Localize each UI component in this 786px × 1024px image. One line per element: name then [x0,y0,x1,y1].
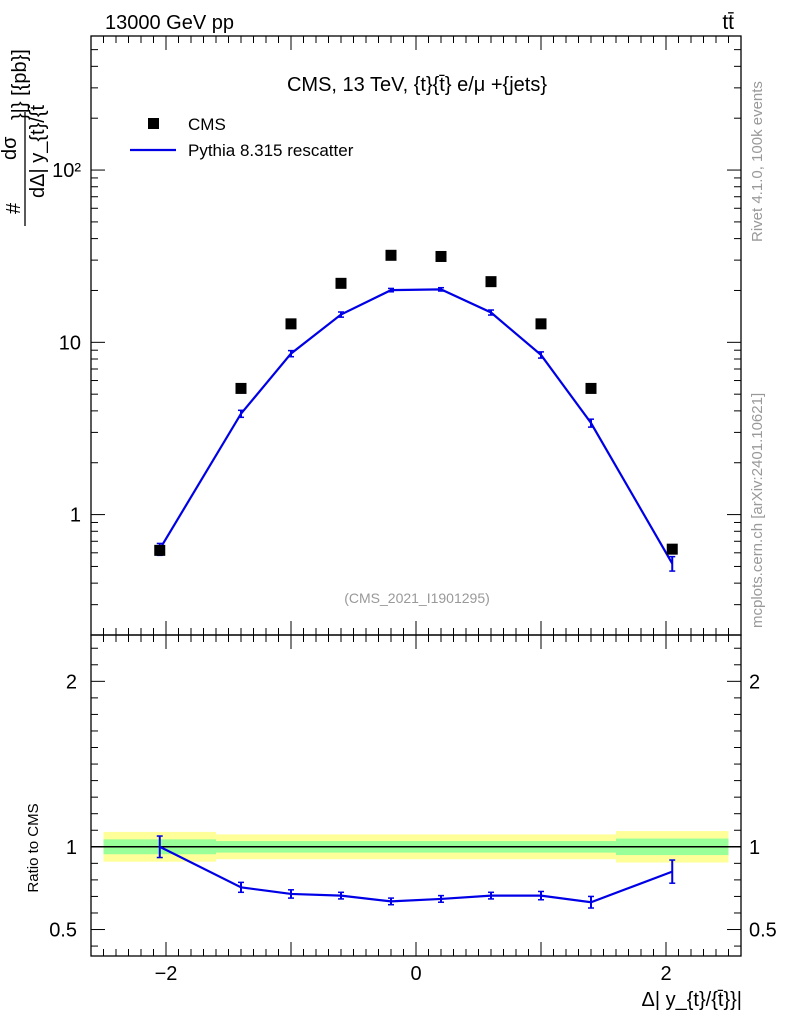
ratio-y-tick-label: 0.5 [49,920,77,942]
ratio-y-tick-label-right: 2 [749,671,760,693]
y-tick-label: 1 [70,505,81,527]
ratio-mc-line [159,845,673,904]
data-point [435,250,447,262]
ratio-y-tick-label-right: 1 [749,837,760,859]
main-title: CMS, 13 TeV, {t}{t̄} e/μ +{jets} [287,74,547,96]
x-tick-label: 2 [660,963,671,985]
header-left: 13000 GeV pp [105,12,234,34]
ratio-panel: 0.5 0.5 1 1 2 2 −2 0 2 [49,634,777,985]
data-point [154,544,166,556]
data-point [535,318,547,330]
data-point [335,277,347,289]
data-point [285,318,297,330]
ylabel-denominator: dΔ| y_{t}/{t̄ [27,104,49,198]
ratio-ylabel: Ratio to CMS [25,803,42,892]
watermark: (CMS_2021_I1901295) [344,590,490,606]
legend-label-data: CMS [188,115,226,134]
x-tick-label: −2 [155,963,178,985]
ylabel-numerator: dσ [0,136,21,160]
y-tick-label: 10 [59,332,81,354]
ratio-frame [90,634,742,957]
legend-marker-data [148,118,159,129]
data-point [235,382,247,394]
data-point [666,543,678,555]
ylabel-extra: }|} [{pb}] [9,49,31,120]
data-point [585,382,597,394]
ratio-y-tick-label: 1 [66,837,77,859]
ylabel-hash: # [3,202,25,214]
ratio-y-tick-label-right: 0.5 [749,920,777,942]
ratio-xlabel: Δ| y_{t}/{t̄}}| [642,989,743,1011]
y-tick-label: 10² [52,160,81,182]
data-point [485,276,497,288]
header-right: tt̄ [722,11,734,34]
mc-line [158,288,674,565]
x-tick-label: 0 [410,963,421,985]
ratio-y-tick-label: 2 [66,671,77,693]
side-rivet: Rivet 4.1.0, 100k events [749,81,766,242]
data-point [385,249,397,261]
side-mcplots: mcplots.cern.ch [arXiv:2401.10621] [749,393,766,628]
legend-label-mc: Pythia 8.315 rescatter [188,141,354,160]
